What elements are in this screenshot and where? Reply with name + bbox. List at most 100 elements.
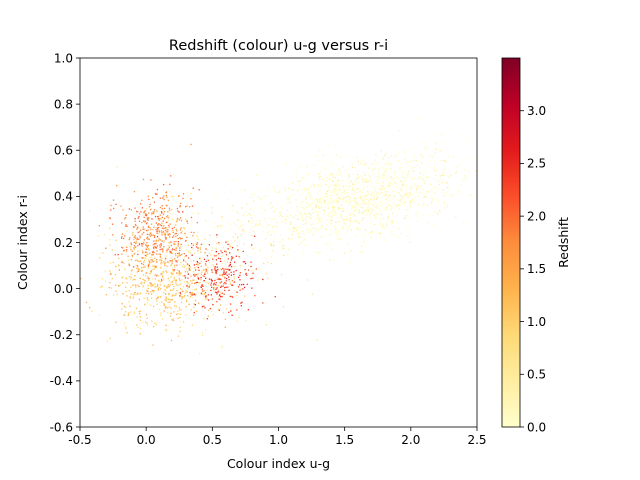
scatter-point — [125, 306, 127, 309]
scatter-point — [146, 301, 148, 304]
scatter-point — [201, 306, 204, 308]
scatter-point — [145, 248, 147, 250]
scatter-point — [121, 266, 123, 268]
scatter-point — [355, 179, 357, 181]
scatter-point — [354, 201, 357, 204]
scatter-point — [185, 206, 187, 208]
scatter-point — [294, 256, 296, 259]
scatter-point — [377, 212, 380, 214]
scatter-point — [181, 298, 183, 300]
scatter-point — [166, 221, 168, 223]
scatter-point — [455, 172, 457, 174]
scatter-point — [333, 207, 335, 210]
scatter-point — [328, 215, 330, 217]
scatter-point — [385, 152, 387, 154]
scatter-point — [243, 261, 246, 263]
scatter-point — [137, 270, 140, 272]
scatter-point — [192, 187, 194, 189]
scatter-point — [198, 302, 200, 304]
scatter-point — [149, 262, 151, 264]
scatter-point — [179, 279, 181, 282]
scatter-point — [125, 277, 128, 279]
scatter-point — [203, 269, 205, 271]
scatter-point — [121, 308, 123, 310]
scatter-point — [205, 295, 207, 297]
scatter-point — [265, 273, 268, 275]
scatter-point — [342, 210, 344, 212]
scatter-point — [131, 254, 133, 257]
scatter-point — [223, 270, 225, 272]
scatter-point — [179, 326, 181, 328]
scatter-point — [163, 195, 165, 197]
y-axis-label: Colour index r-i — [15, 195, 30, 290]
scatter-point — [411, 179, 413, 181]
scatter-point — [205, 270, 208, 272]
scatter-point — [337, 200, 340, 202]
scatter-point — [332, 199, 334, 201]
scatter-point — [225, 254, 228, 256]
scatter-point — [128, 208, 130, 210]
scatter-point — [496, 145, 497, 146]
scatter-point — [320, 209, 323, 211]
scatter-point — [389, 197, 391, 199]
scatter-point — [373, 217, 376, 219]
scatter-point — [363, 187, 365, 190]
scatter-point — [391, 231, 393, 233]
scatter-point — [216, 287, 218, 289]
scatter-point — [185, 314, 187, 316]
scatter-point — [158, 223, 160, 225]
scatter-point — [271, 226, 274, 228]
scatter-point — [294, 216, 296, 218]
scatter-point — [454, 216, 457, 218]
scatter-point — [168, 262, 170, 264]
scatter-point — [386, 208, 388, 210]
scatter-point — [244, 253, 247, 255]
scatter-point — [388, 157, 390, 159]
scatter-point — [288, 237, 290, 240]
scatter-point — [308, 204, 310, 206]
scatter-point — [169, 183, 171, 185]
scatter-point — [190, 293, 192, 295]
scatter-point — [146, 245, 148, 247]
scatter-point — [224, 287, 226, 289]
scatter-point — [367, 209, 370, 211]
x-tick-label: 2.0 — [401, 433, 420, 447]
scatter-point — [392, 221, 394, 223]
scatter-point — [118, 257, 120, 260]
scatter-point — [153, 209, 156, 211]
scatter-point — [459, 164, 461, 166]
scatter-point — [126, 278, 128, 280]
scatter-point — [250, 265, 252, 268]
scatter-point — [375, 193, 377, 195]
scatter-point — [168, 285, 170, 287]
scatter-point — [354, 190, 356, 192]
scatter-point — [147, 284, 149, 287]
scatter-point — [373, 199, 375, 201]
scatter-point — [155, 239, 157, 241]
scatter-point — [354, 209, 356, 212]
scatter-point — [354, 206, 356, 208]
scatter-point — [178, 211, 180, 213]
scatter-point — [148, 282, 151, 284]
scatter-point — [170, 272, 172, 274]
scatter-point — [161, 216, 163, 219]
y-axis-ticks: -0.6-0.4-0.20.00.20.40.60.81.0 — [50, 51, 80, 434]
scatter-point — [183, 227, 185, 229]
scatter-point — [319, 160, 321, 162]
scatter-point — [228, 242, 230, 245]
scatter-point — [327, 202, 329, 204]
scatter-point — [496, 169, 497, 170]
scatter-point — [401, 181, 403, 184]
scatter-point — [251, 222, 253, 224]
scatter-point — [311, 293, 314, 295]
scatter-point — [205, 298, 207, 300]
scatter-point — [89, 210, 91, 212]
scatter-point — [384, 154, 386, 157]
scatter-point — [171, 273, 174, 275]
scatter-point — [444, 168, 446, 170]
scatter-point — [404, 193, 406, 195]
scatter-point — [431, 224, 433, 226]
scatter-point — [383, 163, 385, 165]
scatter-point — [387, 218, 389, 221]
scatter-point — [242, 231, 244, 233]
